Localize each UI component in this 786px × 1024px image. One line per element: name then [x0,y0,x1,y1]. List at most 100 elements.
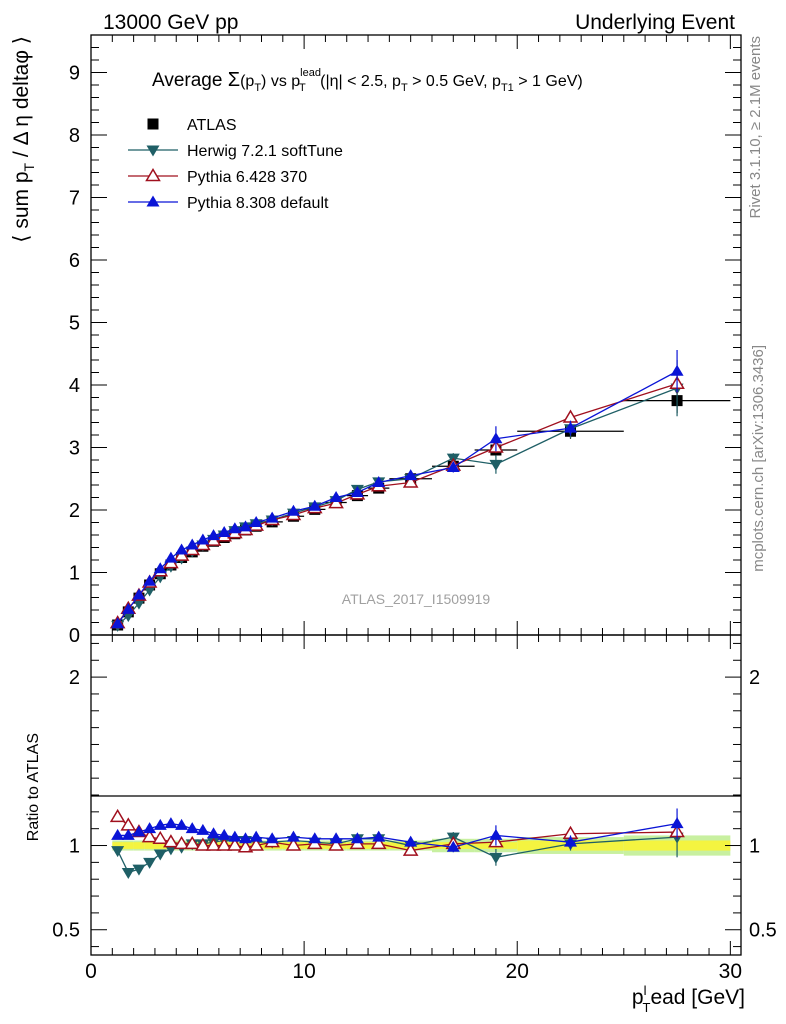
pythia-8-308-default-point [217,526,231,537]
x-axis-label: pl Tead [GeV] [632,983,745,1015]
herwig-7-2-1-softtune-ratio-point [489,852,503,864]
x-tick-label: 20 [506,960,529,983]
pythia-8-308-default-point [404,469,418,481]
x-tick-label: 10 [292,960,315,983]
pythia-8-308-default-point [228,522,242,534]
plot-title: Average Σ(pT) vs plead T (|η| < 2.5, pT >… [152,67,583,94]
pythia-8-308-default-ratio-point [239,832,253,844]
legend-label: ATLAS [187,117,237,134]
legend-label: Herwig 7.2.1 softTune [187,143,343,160]
pythia-8-308-default-ratio-point [121,828,135,840]
pythia-8-308-default-ratio-point [249,830,263,842]
header-right: Underlying Event [575,11,735,34]
pythia-8-308-default-ratio-point [175,818,189,830]
ratio-y-tick-label: 0.5 [52,920,80,942]
legend-item-pythia-6-428-370: Pythia 6.428 370 [128,168,307,186]
pythia-8-308-default-point [111,617,125,629]
pythia-8-308-default-point [286,504,300,516]
pythia-8-308-default-ratio-point [564,835,578,847]
legend-label: Pythia 6.428 370 [187,169,307,186]
pythia-6-428-370-ratio-point [184,835,201,850]
pythia-8-308-default-ratio-point [164,817,178,829]
pythia-8-308-default-ratio-point [372,830,386,842]
legend-item-pythia-8-308-default: Pythia 8.308 default [128,195,329,212]
band-inner-0 [112,842,123,849]
pythia-8-308-default-point [164,551,178,563]
pythia-8-308-default-ratio-point [265,832,279,844]
pythia-6-428-370-ratio-point [163,834,179,848]
pythia-8-308-default-ratio-point [404,835,418,847]
header-left: 13000 GeV pp [103,11,238,34]
y-tick-label: 9 [69,63,80,85]
legend-marker [146,195,160,207]
pythia-8-308-default-point [564,421,578,433]
legend-marker [146,145,160,157]
y-tick-label: 1 [69,563,80,585]
herwig-7-2-1-softtune-ratio-point [111,846,125,858]
herwig-7-2-1-softtune-ratio-point [121,867,135,879]
pythia-6-428-370-ratio-point [173,835,190,850]
pythia-8-308-default-point [249,516,263,527]
y-tick-label: 0 [69,625,80,647]
pythia-8-308-default-point [350,486,364,497]
pythia-8-308-default-ratio-point [185,822,199,834]
pythia-8-308-default-point [143,574,157,586]
pythia-8-308-default-ratio-point [350,832,364,844]
pythia-8-308-default-point [185,538,199,550]
pythia-8-308-default-ratio-point [489,828,503,840]
band-inner-4 [154,842,166,849]
pythia-8-308-default-point [153,562,167,574]
pythia-8-308-default-line [117,370,678,625]
pythia-8-308-default-ratio-point [670,817,684,829]
mcplots-label: mcplots.cern.ch [arXiv:1306.3436] [750,345,767,572]
herwig-7-2-1-softtune-point [132,598,146,610]
pythia-8-308-default-point [196,533,210,545]
pythia-8-308-default-ratio-point [329,832,343,844]
pythia-6-428-370-ratio-point [195,837,211,851]
y-tick-label: 6 [69,250,80,272]
legend-item-herwig-7-2-1-softtune: Herwig 7.2.1 softTune [128,143,343,160]
pythia-6-428-370-ratio-point [370,835,387,850]
pythia-8-308-default-ratio-point [143,822,157,834]
ratio-y-tick-label: 2 [69,667,80,689]
pythia-6-428-370-ratio-point [402,842,419,856]
pythia-6-428-370-ratio-point [285,837,302,851]
herwig-7-2-1-softtune-ratio-point [153,849,167,861]
pythia-8-308-default-point [132,588,146,600]
pythia-8-308-default-point [308,499,322,511]
pythia-6-428-370-point [402,474,419,488]
ratio-y-tick-label-right: 1 [749,836,760,858]
pythia-8-308-default-point [207,529,221,541]
pythia-8-308-default-ratio-point [446,840,460,852]
legend-marker [147,118,159,130]
pythia-8-308-default-point [372,476,386,487]
pythia-8-308-default-point [265,511,279,523]
ratio-y-axis-label: Ratio to ATLAS [25,733,42,841]
y-tick-label: 5 [69,313,80,335]
pythia-8-308-default-ratio-point [308,832,322,844]
herwig-7-2-1-softtune-ratio-point [143,857,157,869]
pythia-8-308-default-point [670,364,684,376]
legend-item-atlas: ATLAS [147,117,237,134]
pythia-6-428-370-ratio-point [328,837,344,851]
pythia-8-308-default-ratio-point [196,823,210,835]
legend-marker [145,168,161,182]
pythia-6-428-370-ratio-point [216,837,233,851]
pythia-8-308-default-ratio-point [228,830,242,842]
rivet-label: Rivet 3.1.10, ≥ 2.1M events [747,36,764,219]
pythia-8-308-default-point [329,491,343,502]
pythia-6-428-370-ratio-point [227,837,243,851]
ratio-y-tick-label-right: 2 [749,667,760,689]
y-tick-label: 8 [69,125,80,147]
ratio-y-tick-label: 1 [69,836,80,858]
pythia-8-308-default-point [446,461,460,472]
main-series [109,350,731,632]
legend-label: Pythia 8.308 default [187,195,329,212]
analysis-watermark: ATLAS_2017_I1509919 [342,591,491,607]
x-tick-label: 30 [719,960,742,983]
ratio-y-tick-label-right: 0.5 [749,920,777,942]
y-axis-label: ⟨ sum pT / Δ η deltaφ ⟩ [10,36,37,243]
pythia-6-428-370-ratio-point [109,808,126,823]
pythia-8-308-default-point [489,432,503,444]
pythia-6-428-370-ratio-point [248,837,264,851]
